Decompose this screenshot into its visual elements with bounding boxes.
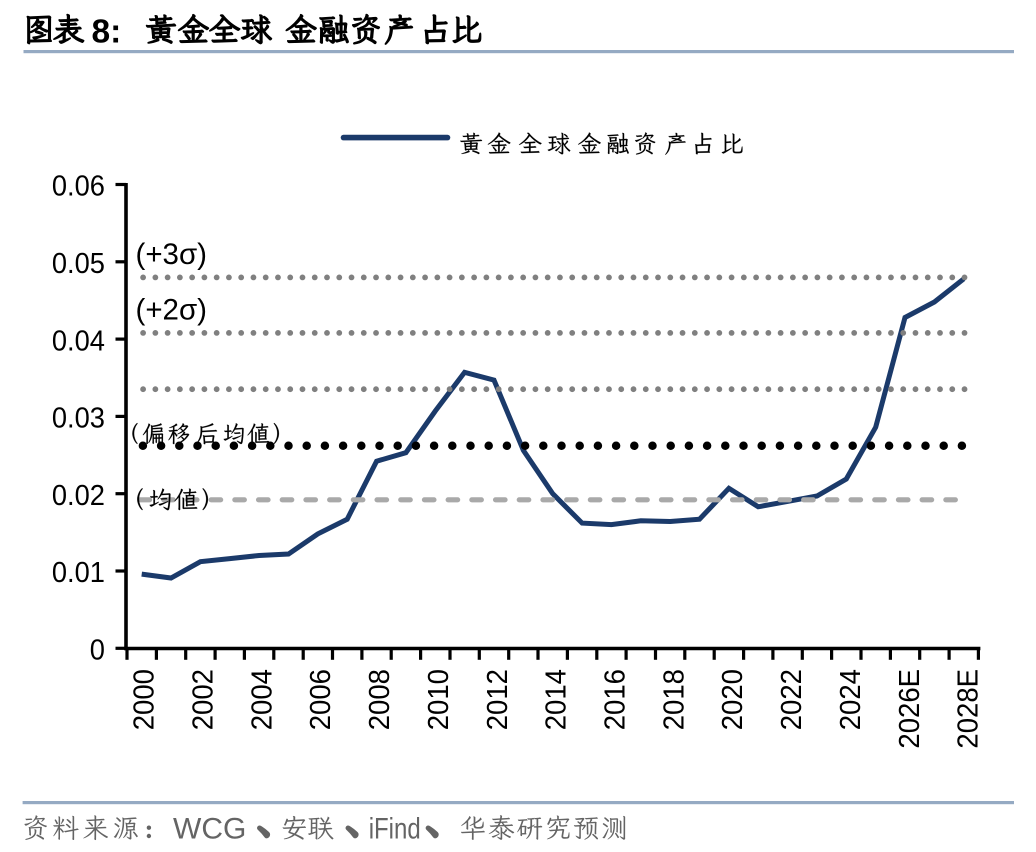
svg-text:0.06: 0.06 [52, 170, 105, 202]
svg-text:WCG: WCG [173, 812, 246, 845]
svg-text:2018: 2018 [657, 669, 690, 730]
svg-text:2002: 2002 [186, 669, 219, 730]
svg-text:2010: 2010 [421, 669, 454, 730]
svg-text:2014: 2014 [539, 669, 572, 730]
svg-text:8:: 8: [92, 14, 122, 51]
svg-text:2022: 2022 [774, 669, 807, 730]
svg-text:(+3σ): (+3σ) [136, 238, 208, 271]
svg-text:2028E: 2028E [951, 669, 984, 749]
svg-text:2016: 2016 [598, 669, 631, 730]
svg-text:0.01: 0.01 [52, 556, 105, 588]
svg-text:2026E: 2026E [892, 669, 925, 749]
svg-text:0.02: 0.02 [52, 479, 105, 511]
svg-text:2000: 2000 [127, 669, 160, 730]
svg-text:2012: 2012 [480, 669, 513, 730]
svg-text:0.03: 0.03 [52, 402, 105, 434]
svg-text:0: 0 [90, 634, 105, 666]
svg-text:(+2σ): (+2σ) [136, 294, 208, 327]
svg-text:2004: 2004 [245, 669, 278, 730]
svg-text:2024: 2024 [833, 669, 866, 730]
svg-text:0.05: 0.05 [52, 247, 105, 279]
svg-text:0.04: 0.04 [52, 325, 105, 357]
svg-text:iFind: iFind [369, 811, 421, 845]
svg-text:2006: 2006 [304, 669, 337, 730]
svg-text:2008: 2008 [362, 669, 395, 730]
svg-text:2020: 2020 [716, 669, 749, 730]
